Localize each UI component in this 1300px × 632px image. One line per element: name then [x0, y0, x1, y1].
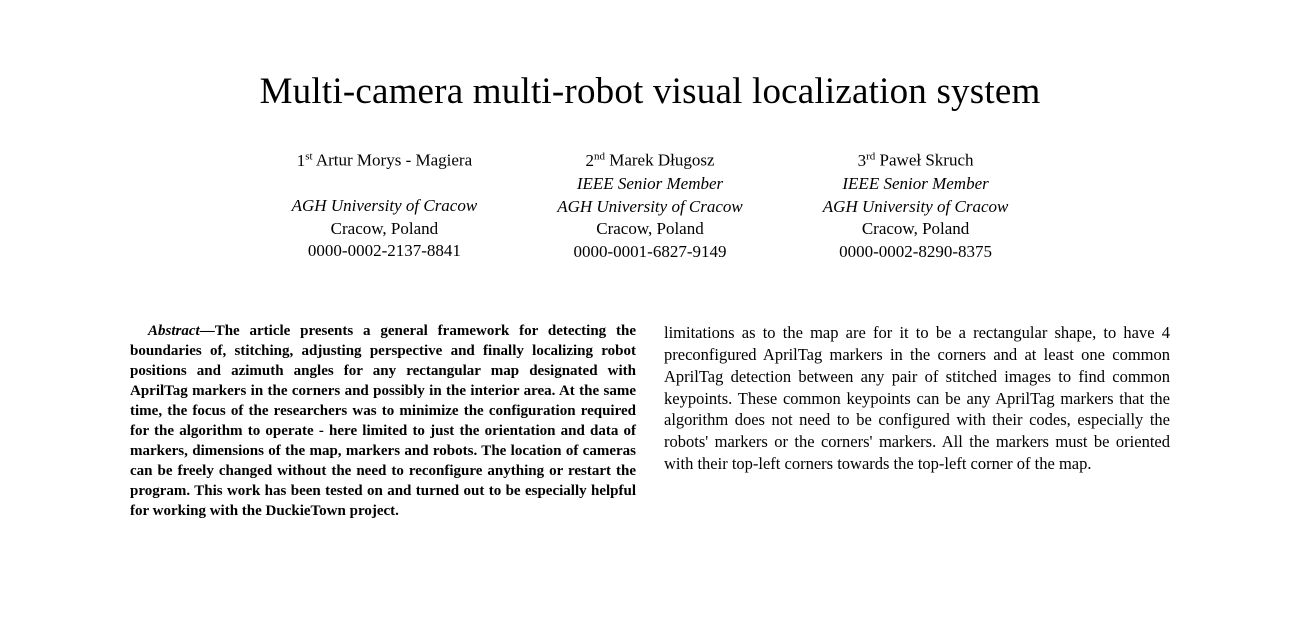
author-location: Cracow, Poland	[823, 218, 1009, 241]
author-affiliation: AGH University of Cracow	[557, 196, 743, 219]
author-2: 2nd Marek Długosz IEEE Senior Member AGH…	[557, 149, 743, 264]
author-3: 3rd Paweł Skruch IEEE Senior Member AGH …	[823, 149, 1009, 264]
author-name: Marek Długosz	[609, 151, 714, 170]
author-ord-suffix: rd	[866, 150, 875, 162]
author-name: Artur Morys - Magiera	[316, 151, 472, 170]
author-ord-suffix: nd	[594, 150, 605, 162]
author-ordinal-line: 2nd Marek Długosz	[557, 149, 743, 173]
author-location: Cracow, Poland	[292, 218, 478, 241]
author-affiliation: AGH University of Cracow	[823, 196, 1009, 219]
right-column: limitations as to the map are for it to …	[664, 322, 1170, 521]
author-1: 1st Artur Morys - Magiera AGH University…	[292, 149, 478, 264]
author-ord-num: 3	[858, 151, 867, 170]
abstract-label: Abstract	[130, 323, 200, 339]
body-text: limitations as to the map are for it to …	[664, 322, 1170, 474]
author-orcid: 0000-0002-8290-8375	[823, 241, 1009, 264]
author-orcid: 0000-0001-6827-9149	[557, 241, 743, 264]
author-role-blank	[292, 173, 478, 195]
author-name: Paweł Skruch	[880, 151, 974, 170]
abstract-paragraph: Abstract—The article presents a general …	[130, 322, 636, 521]
author-ord-suffix: st	[305, 150, 312, 162]
author-location: Cracow, Poland	[557, 218, 743, 241]
paper-title: Multi-camera multi-robot visual localiza…	[130, 70, 1170, 113]
author-role: IEEE Senior Member	[557, 173, 743, 196]
two-column-body: Abstract—The article presents a general …	[130, 322, 1170, 521]
author-ordinal-line: 1st Artur Morys - Magiera	[292, 149, 478, 173]
paper-page: Multi-camera multi-robot visual localiza…	[0, 0, 1300, 632]
author-ord-num: 2	[585, 151, 594, 170]
author-affiliation: AGH University of Cracow	[292, 195, 478, 218]
author-ord-num: 1	[297, 151, 306, 170]
left-column: Abstract—The article presents a general …	[130, 322, 636, 521]
author-role: IEEE Senior Member	[823, 173, 1009, 196]
author-orcid: 0000-0002-2137-8841	[292, 240, 478, 263]
author-block: 1st Artur Morys - Magiera AGH University…	[130, 149, 1170, 264]
author-ordinal-line: 3rd Paweł Skruch	[823, 149, 1009, 173]
abstract-text: —The article presents a general framewor…	[130, 323, 636, 518]
